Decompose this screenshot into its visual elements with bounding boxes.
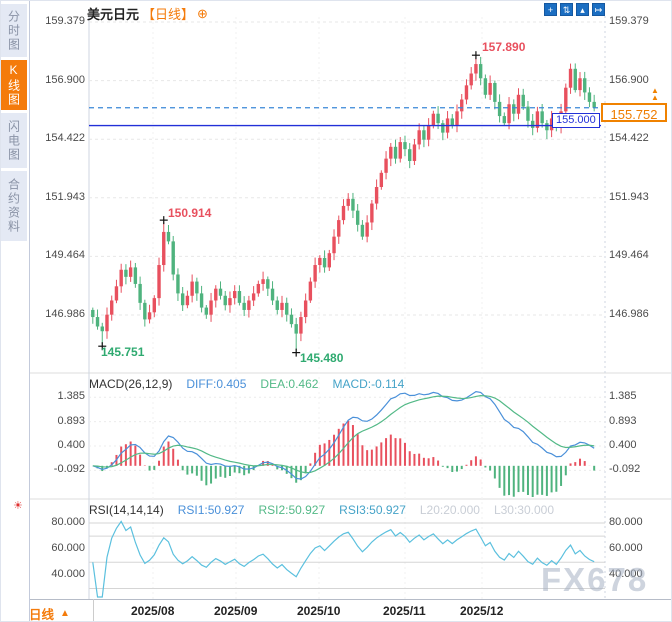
price-axis-label-right: 159.379 [609, 15, 649, 27]
macd-axis-label-right: 1.385 [609, 390, 637, 403]
price-axis-label-left: 151.943 [45, 190, 85, 203]
x-axis-month-label: 2025/11 [383, 604, 426, 618]
chart-title: 美元日元 【日线】 ⊕ [87, 4, 208, 23]
add-indicator-icon[interactable]: ⊕ [197, 5, 208, 21]
macd-axis-label-left: 0.400 [57, 439, 85, 451]
time-axis-bar [1, 599, 671, 621]
price-up-arrows-icon: ▲ ▲ [651, 86, 659, 102]
price-annotation: 157.890 [482, 40, 526, 54]
price-axis-label-left: 159.379 [45, 15, 85, 27]
rsi-label: RSI(14,14,14) [89, 503, 164, 517]
chart-toolbar: + ⇅ ▴ ↦ [544, 3, 605, 16]
macd-axis-label-left: 1.385 [57, 390, 85, 403]
live-indicator-icon: ☀ [13, 500, 23, 512]
price-axis-label-left: 146.986 [45, 308, 85, 320]
period-up-arrow-icon: ▲ [60, 608, 70, 619]
rsi-l30-value: L30:30.000 [493, 503, 554, 517]
rsi-axis-label-left: 60.000 [51, 542, 85, 555]
macd-axis-label-right: 0.400 [609, 439, 637, 451]
symbol-name: 美元日元 [87, 7, 140, 22]
rsi-header: RSI(14,14,14) RSI1:50.927 RSI2:50.927 RS… [89, 503, 554, 517]
price-axis-label-left: 156.900 [45, 73, 85, 86]
macd-label: MACD(26,12,9) [89, 377, 173, 391]
rsi1-value: RSI1:50.927 [177, 503, 245, 517]
x-axis-month-label: 2025/12 [460, 604, 504, 618]
horizontal-line-price-label: 155.000 [552, 113, 600, 128]
bottom-bar-divider [93, 599, 94, 621]
chart-type-sidebar: 分时图 K线图 闪电图 合约资料 [1, 1, 30, 621]
rsi2-value: RSI2:50.927 [258, 503, 326, 517]
period-selector[interactable]: 日线 ▲ [29, 604, 70, 622]
rsi3-value: RSI3:50.927 [339, 503, 406, 517]
x-axis-month-label: 2025/10 [297, 604, 341, 618]
crosshair-pan-icon[interactable]: + [544, 3, 557, 16]
rsi-axis-label-right: 80.000 [609, 516, 643, 528]
rsi-axis-label-left: 80.000 [51, 516, 85, 528]
price-axis-label-left: 149.464 [45, 249, 85, 262]
price-annotation: 145.751 [101, 345, 145, 359]
last-price-badge: 155.752 [601, 103, 667, 122]
rsi-l20-value: L20:20.000 [419, 503, 480, 517]
zoom-axis-icon[interactable]: ⇅ [560, 3, 573, 16]
price-axis-label-right: 156.900 [609, 73, 649, 86]
x-axis-month-label: 2025/09 [214, 604, 258, 618]
macd-axis-label-left: 0.893 [57, 414, 85, 427]
period-selector-label: 日线 [29, 608, 55, 622]
rsi-axis-label-right: 40.000 [609, 568, 643, 581]
sidebar-item-kline[interactable]: K线图 [1, 60, 27, 110]
price-axis-label-right: 151.943 [609, 190, 649, 203]
price-annotation: 150.914 [168, 206, 212, 220]
macd-axis-label-right: -0.092 [609, 463, 641, 476]
auto-scale-icon[interactable]: ▴ [576, 3, 589, 16]
macd-dea-value: DEA:0.462 [260, 377, 319, 391]
price-axis-label-right: 149.464 [609, 249, 649, 262]
rsi-axis-label-left: 40.000 [51, 568, 85, 581]
watermark: FX678 [541, 561, 649, 598]
price-axis-label-right: 146.986 [609, 308, 649, 320]
sidebar-item-contract-info[interactable]: 合约资料 [1, 171, 27, 241]
sidebar-item-timeshare[interactable]: 分时图 [1, 4, 27, 57]
period-tag: 【日线】 [142, 7, 195, 22]
macd-axis-label-left: -0.092 [53, 463, 85, 476]
x-axis-month-label: 2025/08 [131, 604, 175, 618]
macd-axis-label-right: 0.893 [609, 414, 637, 427]
macd-header: MACD(26,12,9) DIFF:0.405 DEA:0.462 MACD:… [89, 377, 404, 391]
price-axis-label-right: 154.422 [609, 132, 649, 145]
macd-diff-value: DIFF:0.405 [186, 377, 247, 391]
price-axis-label-left: 154.422 [45, 132, 85, 145]
sidebar-item-lightning[interactable]: 闪电图 [1, 113, 27, 168]
rsi-axis-label-right: 60.000 [609, 542, 643, 555]
price-annotation: 145.480 [300, 351, 344, 365]
exit-chart-icon[interactable]: ↦ [592, 3, 605, 16]
macd-hist-value: MACD:-0.114 [332, 377, 405, 391]
